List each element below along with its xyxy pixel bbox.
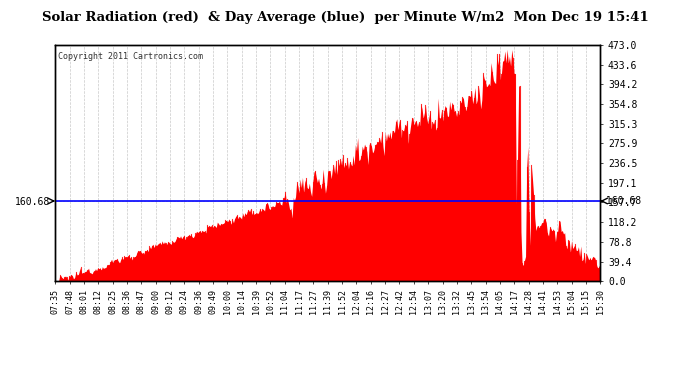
Text: 160.68: 160.68: [600, 196, 642, 206]
Text: Copyright 2011 Cartronics.com: Copyright 2011 Cartronics.com: [58, 52, 203, 61]
Text: Solar Radiation (red)  & Day Average (blue)  per Minute W/m2  Mon Dec 19 15:41: Solar Radiation (red) & Day Average (blu…: [41, 11, 649, 24]
